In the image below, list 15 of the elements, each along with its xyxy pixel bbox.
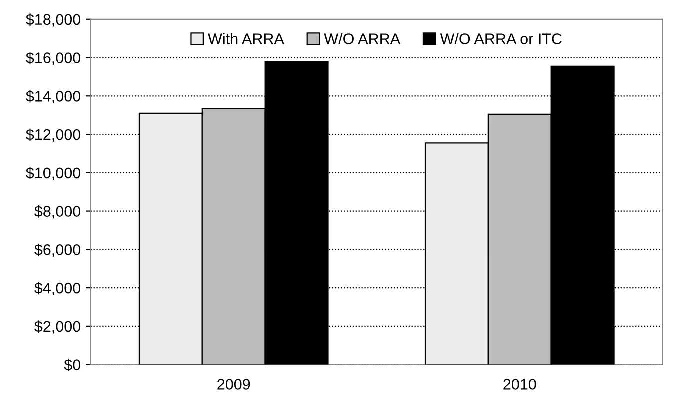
y-tick-label: $16,000 — [26, 52, 81, 66]
y-tick-label: $4,000 — [34, 282, 81, 296]
y-tick-label: $6,000 — [34, 244, 81, 258]
y-tick-label: $0 — [64, 359, 81, 372]
y-tick-label: $10,000 — [26, 167, 81, 180]
x-tick-label: 2009 — [218, 379, 250, 390]
y-tick-label: $18,000 — [26, 14, 81, 27]
y-tick-label: $8,000 — [34, 206, 81, 219]
legend-label: With ARRA — [208, 33, 284, 44]
y-tick-label: $2,000 — [34, 320, 81, 334]
y-tick-label: $12,000 — [26, 128, 81, 142]
x-tick-label: 2010 — [504, 379, 536, 390]
y-tick-label: $14,000 — [26, 90, 81, 104]
legend-label: W/O ARRA — [324, 33, 401, 44]
legend-label: W/O ARRA or ITC — [440, 33, 562, 44]
